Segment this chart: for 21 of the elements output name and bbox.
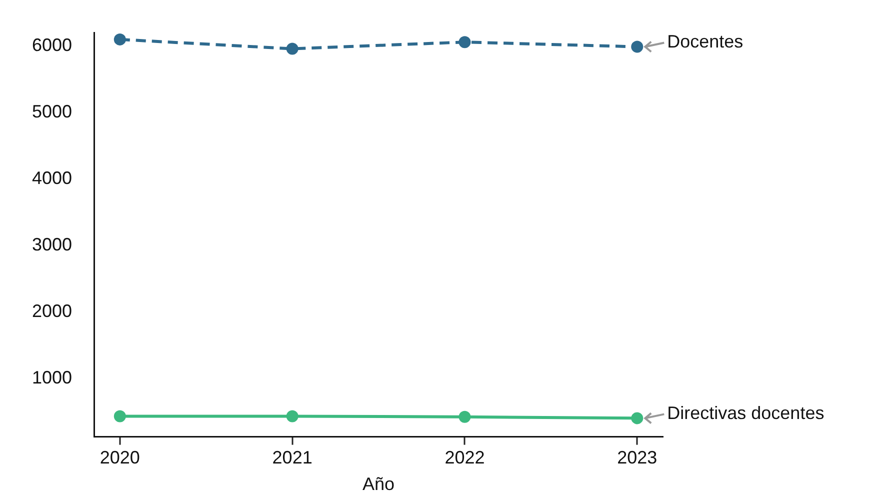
x-tick-label: 2022: [444, 448, 485, 468]
y-tick-label: 4000: [32, 168, 72, 188]
point: [458, 36, 471, 48]
y-tick-label: 2000: [32, 300, 72, 321]
point: [114, 410, 126, 422]
point: [114, 33, 126, 46]
point: [631, 412, 644, 424]
point: [286, 42, 298, 55]
point: [458, 410, 471, 423]
x-tick-label: 2023: [617, 448, 658, 468]
x-tick-label: 2020: [100, 448, 140, 468]
x-tick-label: 2021: [272, 448, 312, 468]
x-axis-title: Año: [362, 474, 395, 494]
y-tick-label: 1000: [32, 367, 72, 388]
y-tick-label: 6000: [32, 35, 72, 56]
series-label: Directivas docentes: [667, 403, 824, 424]
series-label: Docentes: [667, 32, 744, 52]
y-tick-label: 3000: [32, 234, 72, 254]
point: [631, 40, 644, 53]
point: [286, 410, 298, 422]
y-tick-label: 5000: [32, 102, 72, 122]
